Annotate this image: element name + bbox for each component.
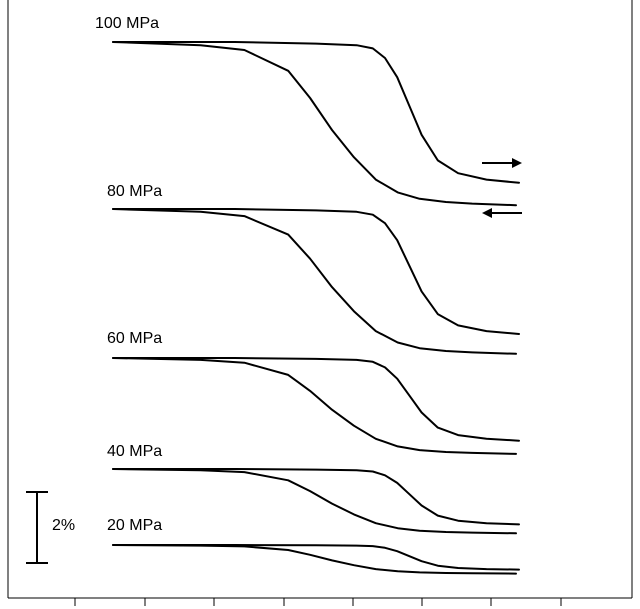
- x-axis-ticks: [74, 598, 562, 606]
- series-label: 40 MPa: [107, 443, 162, 460]
- series-label: 80 MPa: [107, 183, 162, 200]
- arrow-right-icon: [482, 158, 522, 168]
- heating-curve: [112, 468, 517, 535]
- series-label: 60 MPa: [107, 330, 162, 347]
- series-layer: 100 MPa 80 MPa 60 MPa 40 MPa 20 MPa: [95, 15, 520, 575]
- cooling-curve: [112, 544, 520, 571]
- cooling-curve: [112, 468, 520, 526]
- scale-bar-label: 2%: [52, 517, 75, 534]
- series-100-mpa: 100 MPa: [95, 15, 520, 207]
- series-80-mpa: 80 MPa: [107, 183, 520, 355]
- heating-curve: [112, 41, 517, 207]
- heating-curve: [112, 357, 517, 455]
- series-label: 20 MPa: [107, 517, 162, 534]
- series-label: 100 MPa: [95, 15, 159, 32]
- series-20-mpa: 20 MPa: [107, 517, 520, 575]
- scale-bar: 2%: [26, 491, 75, 564]
- heating-curve: [112, 208, 517, 355]
- cooling-curve: [112, 208, 520, 335]
- series-40-mpa: 40 MPa: [107, 443, 520, 535]
- cooling-curve: [112, 357, 520, 442]
- series-60-mpa: 60 MPa: [107, 330, 520, 455]
- heating-curve: [112, 544, 517, 575]
- arrow-left-icon: [482, 208, 522, 218]
- cooling-curve: [112, 41, 520, 184]
